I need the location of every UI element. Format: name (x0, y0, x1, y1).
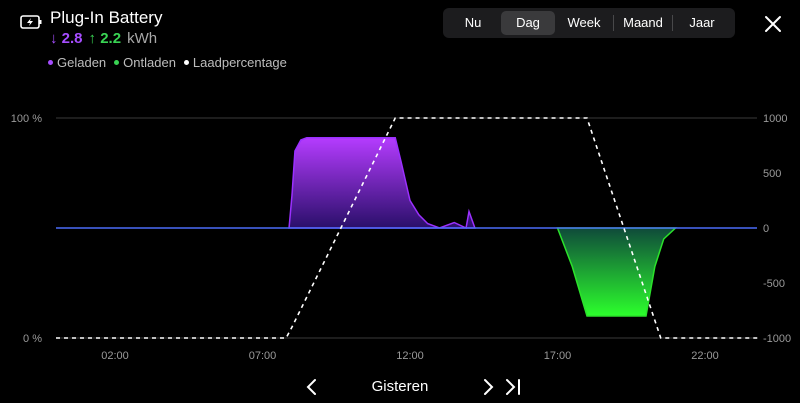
tab-nu[interactable]: Nu (464, 15, 482, 30)
legend-dot (114, 60, 120, 65)
discharged-value: 2.2 (100, 30, 122, 47)
energy-stats: ↓ 2.8 ↑ 2.2 kWh (50, 30, 157, 47)
tab-dag[interactable]: Dag (501, 11, 555, 35)
battery-icon (20, 15, 42, 29)
period-segmented-control: Nu Dag Week Maand Jaar (443, 8, 735, 38)
right-axis-tick: 500 (763, 168, 781, 180)
x-axis-tick: 02:00 (101, 350, 129, 362)
legend-label: Geladen (57, 55, 107, 70)
series-geladen-area (288, 137, 476, 230)
right-axis-tick: -500 (763, 278, 785, 290)
tab-maand[interactable]: Maand (623, 15, 663, 30)
legend-label: Ontladen (123, 55, 176, 70)
x-axis-tick: 22:00 (691, 350, 719, 362)
arrow-up-icon: ↑ (88, 30, 97, 47)
legend-item-geladen: Geladen (48, 55, 106, 70)
left-axis-tick: 0 % (23, 333, 42, 345)
charged-stat: ↓ 2.8 (50, 30, 83, 47)
legend-dot (48, 60, 53, 65)
x-axis-tick: 17:00 (544, 350, 572, 362)
period-label: Gisteren (371, 378, 429, 395)
x-axis-tick: 07:00 (249, 350, 277, 362)
close-icon[interactable] (762, 13, 784, 35)
chevron-right-icon[interactable] (480, 378, 496, 396)
x-axis-tick: 12:00 (396, 350, 424, 362)
legend-dot (183, 60, 189, 65)
discharged-stat: ↑ 2.2 (89, 30, 122, 47)
energy-unit: kWh (127, 30, 158, 47)
chevron-left-icon[interactable] (304, 378, 320, 396)
series-ontladen-area (556, 227, 678, 317)
skip-to-end-icon[interactable] (504, 378, 522, 396)
battery-chart: 100 % 0 % 1000 500 0 -500 -1000 02:00 07:00 12:00… (11, 113, 791, 362)
chart-legend: Geladen Ontladen Laadpercentage (48, 55, 287, 70)
right-axis-tick: 1000 (763, 113, 787, 125)
right-axis-tick: 0 (763, 223, 769, 235)
legend-item-ontladen: Ontladen (114, 55, 176, 70)
legend-item-laadpercentage: Laadpercentage (183, 55, 287, 70)
divider (672, 15, 673, 31)
left-axis-tick: 100 % (11, 113, 42, 125)
right-axis-tick: -1000 (763, 333, 791, 345)
legend-label: Laadpercentage (192, 55, 287, 70)
divider (613, 15, 614, 31)
series-laadpercentage-line (56, 117, 759, 339)
tab-week[interactable]: Week (567, 15, 601, 30)
charged-value: 2.8 (61, 30, 83, 47)
arrow-down-icon: ↓ (50, 30, 58, 47)
page-title: Plug-In Battery (50, 8, 163, 27)
tab-jaar[interactable]: Jaar (689, 15, 715, 30)
